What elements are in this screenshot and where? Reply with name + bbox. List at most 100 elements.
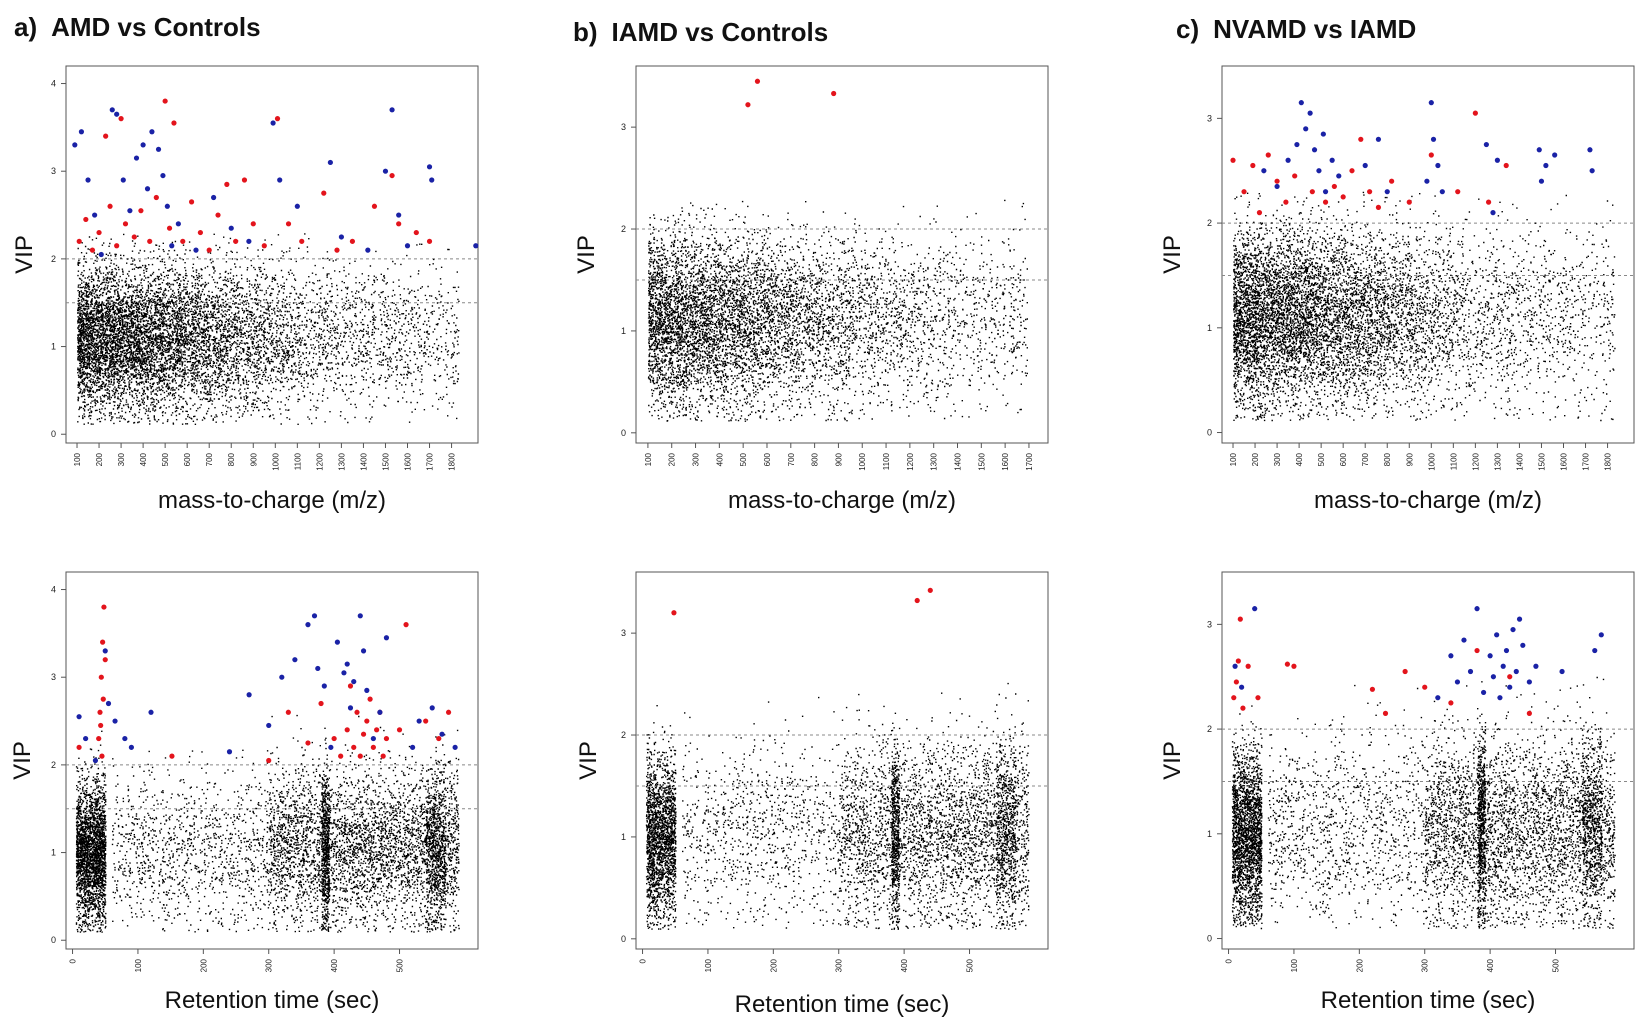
plot-frame	[65, 65, 479, 444]
blue-point	[315, 665, 321, 672]
x-tick-label: 1200	[906, 452, 915, 470]
red-point	[360, 731, 367, 737]
red-point	[347, 683, 354, 689]
x-tick-label: 600	[763, 452, 772, 466]
x-tick-label: 700	[1361, 452, 1370, 466]
red-point	[1240, 705, 1246, 711]
blue-point	[122, 735, 128, 742]
blue-point	[1538, 178, 1545, 184]
x-tick-label: 100	[73, 452, 82, 466]
red-point	[371, 203, 378, 209]
blue-point	[270, 120, 276, 126]
blue-point	[175, 221, 181, 227]
y-tick-label: 0	[51, 429, 56, 439]
blue-point	[1507, 684, 1513, 690]
red-point	[1382, 710, 1389, 716]
red-point	[349, 238, 356, 244]
x-tick-label: 600	[183, 452, 192, 466]
blue-point	[429, 177, 435, 183]
red-point	[436, 735, 442, 742]
red-point	[100, 696, 106, 702]
blue-point	[1520, 642, 1526, 648]
blue-point	[1336, 173, 1342, 179]
x-tick-label: 700	[787, 452, 796, 466]
background-points	[645, 682, 1030, 930]
red-point	[101, 604, 107, 610]
red-point	[97, 709, 103, 715]
x-tick-label: 900	[249, 452, 258, 466]
red-point	[1428, 152, 1434, 158]
x-tick-label: 0	[1225, 958, 1234, 963]
red-point	[169, 753, 175, 759]
blue-point	[396, 212, 402, 218]
x-tick-label: 1000	[1427, 452, 1436, 470]
x-tick-label: 800	[811, 452, 820, 466]
red-point	[107, 203, 113, 209]
y-tick-label: 2	[621, 224, 626, 234]
red-point	[396, 221, 402, 227]
x-tick-label: 0	[639, 958, 648, 963]
red-point	[305, 740, 311, 746]
plot-frame	[635, 571, 1049, 950]
blue-point	[160, 172, 166, 179]
red-point	[1284, 661, 1290, 667]
blue-point	[1303, 126, 1309, 132]
blue-point	[277, 177, 283, 183]
panel-b-title: b) IAMD vs Controls	[573, 17, 828, 48]
red-point	[1230, 157, 1236, 163]
blue-point	[1552, 152, 1558, 158]
x-axis-label: Retention time (sec)	[735, 991, 950, 1018]
red-point	[166, 225, 173, 231]
x-tick-label: 1400	[359, 452, 368, 470]
blue-point	[1294, 141, 1300, 148]
red-point	[1237, 616, 1243, 622]
blue-point	[1320, 131, 1326, 137]
blue-point	[347, 705, 354, 711]
blue-point	[105, 700, 112, 707]
red-point	[147, 238, 153, 244]
red-point	[370, 744, 376, 750]
blue-point	[341, 670, 347, 676]
red-point	[396, 727, 403, 733]
blue-point	[370, 735, 376, 742]
y-tick-label: 0	[51, 935, 56, 945]
x-tick-label: 900	[834, 452, 843, 466]
red-point	[131, 234, 137, 240]
panel-a-letter: a)	[14, 12, 38, 42]
y-tick-label: 0	[621, 428, 626, 438]
red-point	[1349, 168, 1355, 174]
red-point	[338, 753, 344, 759]
blue-point	[279, 674, 285, 680]
blue-point	[1480, 689, 1487, 696]
red-point	[1369, 686, 1376, 692]
y-axis-label: VIP	[11, 235, 38, 274]
x-tick-label: 300	[265, 958, 274, 972]
x-tick-label: 1600	[1001, 452, 1010, 470]
red-point	[180, 238, 186, 244]
blue-point	[1494, 632, 1500, 638]
red-point	[285, 221, 292, 227]
panel-a-heading: AMD vs Controls	[51, 12, 261, 42]
blue-point	[1483, 141, 1489, 148]
blue-point	[1428, 100, 1434, 106]
blue-point	[246, 692, 252, 698]
red-point	[1283, 199, 1289, 205]
x-axis-label: mass-to-charge (m/z)	[728, 487, 956, 514]
x-tick-label: 1500	[381, 452, 390, 470]
x-tick-label: 300	[117, 452, 126, 466]
red-point	[423, 718, 429, 724]
blue-point	[473, 243, 479, 249]
red-point	[1422, 684, 1428, 690]
x-tick-label: 300	[1421, 958, 1430, 972]
x-axis-label: mass-to-charge (m/z)	[158, 487, 386, 514]
red-point	[162, 98, 168, 104]
red-point	[1331, 183, 1337, 190]
blue-point	[72, 142, 78, 148]
background-points	[647, 199, 1028, 422]
blue-point	[83, 735, 89, 742]
y-axis-label: VIP	[9, 741, 36, 780]
red-point	[1245, 663, 1251, 669]
y-tick-label: 3	[621, 122, 626, 132]
blue-point	[321, 683, 327, 689]
